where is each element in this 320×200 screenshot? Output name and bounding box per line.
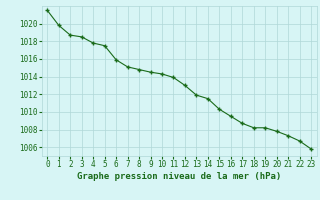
X-axis label: Graphe pression niveau de la mer (hPa): Graphe pression niveau de la mer (hPa) [77, 172, 281, 181]
